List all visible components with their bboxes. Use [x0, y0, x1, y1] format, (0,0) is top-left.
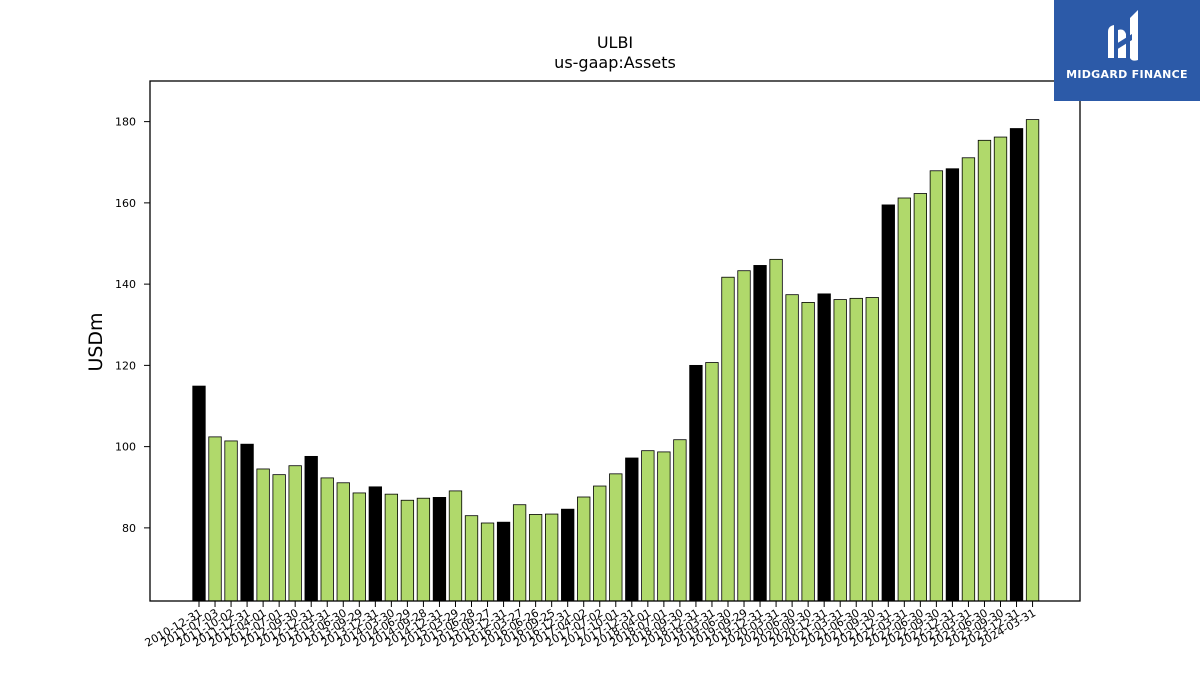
chart-title: ULBI [597, 33, 633, 52]
y-tick-label: 100 [115, 441, 136, 454]
bar-2019-09-29 [737, 270, 751, 602]
bar-2015-09-27 [480, 522, 495, 602]
y-tick-label: 160 [115, 197, 136, 210]
bar-2019-06-30 [721, 276, 735, 602]
bar-2018-12-31 [689, 364, 703, 602]
bar-2014-12-31 [432, 497, 447, 602]
bar-2023-03-31 [961, 157, 976, 602]
bar-2016-12-31 [561, 508, 575, 602]
bar-2021-09-30 [865, 297, 879, 602]
bar-2012-12-31 [304, 455, 318, 602]
chart-subtitle: us-gaap:Assets [554, 53, 676, 72]
bar-2013-06-30 [336, 482, 350, 602]
bar-2012-04-01 [256, 468, 270, 602]
brand-name: MIDGARD FINANCE [1066, 68, 1188, 81]
y-tick-label: 120 [115, 359, 136, 372]
bar-2011-07-03 [208, 436, 222, 602]
bar-2010-12-31 [192, 385, 206, 602]
bar-2020-09-30 [801, 302, 815, 602]
bars-group [192, 119, 1040, 602]
bar-2021-12-31 [881, 204, 895, 602]
bar-2013-12-31 [368, 486, 382, 602]
bar-2022-09-30 [929, 170, 944, 602]
bar-2017-12-31 [625, 457, 639, 602]
bar-2017-07-02 [593, 485, 607, 602]
bar-2018-09-30 [673, 439, 687, 602]
bar-2019-03-31 [705, 362, 719, 602]
y-tick-label: 180 [115, 116, 136, 129]
bar-2016-09-25 [545, 513, 559, 602]
bar-2021-06-30 [849, 297, 863, 602]
bar-2011-12-31 [240, 443, 254, 602]
bar-2015-06-28 [464, 515, 479, 602]
bar-2014-06-29 [400, 499, 415, 602]
bar-2018-04-01 [641, 450, 655, 602]
y-tick-label: 140 [115, 278, 136, 291]
x-axis-ticks: 2010-12-312011-07-032011-10-022011-12-31… [143, 601, 1038, 650]
bar-2020-03-31 [769, 258, 783, 602]
bar-2014-09-28 [416, 497, 431, 602]
bar-2020-06-30 [785, 294, 799, 602]
bar-2022-12-31 [945, 168, 960, 602]
bar-2017-04-02 [577, 496, 591, 602]
bar-2022-06-30 [913, 193, 927, 602]
bar-2023-12-31 [1009, 128, 1024, 602]
bar-2016-06-26 [528, 514, 543, 602]
y-axis-label: USDm [85, 312, 107, 371]
bar-2020-12-31 [817, 293, 831, 602]
bar-2013-09-29 [352, 492, 366, 602]
bar-2015-03-29 [448, 490, 463, 602]
bar-2012-07-01 [272, 474, 286, 602]
bar-2014-03-30 [384, 493, 399, 602]
bar-2023-06-30 [977, 139, 992, 602]
bar-2019-12-31 [753, 265, 767, 602]
brand-logo: MIDGARD FINANCE [1054, 0, 1200, 101]
y-tick-label: 80 [122, 522, 136, 535]
bar-2017-10-01 [609, 473, 623, 602]
y-axis-ticks: 80 100 120 140 160 180 [115, 116, 150, 535]
plot-frame [149, 80, 1081, 602]
bar-2016-03-27 [512, 504, 527, 602]
bar-2023-09-30 [993, 136, 1008, 602]
bar-2011-10-02 [224, 440, 238, 602]
bar-2015-12-31 [496, 521, 511, 602]
bar-2021-03-31 [833, 299, 847, 602]
bar-2012-09-30 [288, 465, 302, 602]
midgard-logo-icon [1108, 10, 1138, 61]
bar-2024-03-31 [1025, 119, 1040, 602]
bar-2022-03-31 [897, 197, 911, 602]
bar-2018-07-01 [657, 451, 671, 602]
bar-2013-03-31 [320, 477, 334, 602]
